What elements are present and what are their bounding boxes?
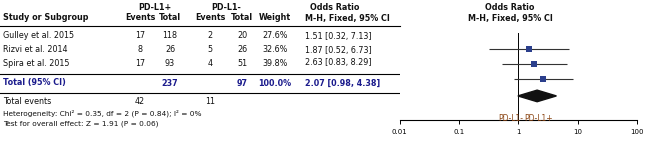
Text: 2.07 [0.98, 4.38]: 2.07 [0.98, 4.38]: [305, 78, 380, 87]
Text: 2: 2: [207, 31, 213, 40]
Text: 39.8%: 39.8%: [263, 58, 288, 68]
Text: 97: 97: [237, 78, 248, 87]
Text: Events: Events: [125, 13, 155, 22]
Text: 118: 118: [162, 31, 177, 40]
Text: Gulley et al. 2015: Gulley et al. 2015: [3, 31, 74, 40]
Text: Spira et al. 2015: Spira et al. 2015: [3, 58, 70, 68]
Text: Weight: Weight: [259, 13, 291, 22]
Text: Total (95% CI): Total (95% CI): [3, 78, 66, 87]
Text: 27.6%: 27.6%: [262, 31, 288, 40]
Text: 1.87 [0.52, 6.73]: 1.87 [0.52, 6.73]: [305, 46, 372, 55]
Text: Odds Ratio: Odds Ratio: [310, 3, 359, 12]
Text: 51: 51: [237, 58, 247, 68]
Text: 42: 42: [135, 97, 145, 106]
Text: 17: 17: [135, 58, 145, 68]
Text: Rizvi et al. 2014: Rizvi et al. 2014: [3, 46, 68, 55]
Text: 20: 20: [237, 31, 247, 40]
Text: PD-L1-: PD-L1-: [499, 114, 523, 123]
Text: Total: Total: [159, 13, 181, 22]
Polygon shape: [518, 90, 556, 102]
Text: PD-L1-: PD-L1-: [211, 3, 241, 12]
Text: 8: 8: [138, 46, 142, 55]
Text: PD-L1+: PD-L1+: [525, 114, 553, 123]
Text: 4: 4: [207, 58, 213, 68]
Text: Odds Ratio: Odds Ratio: [486, 3, 535, 12]
Text: Test for overall effect: Z = 1.91 (P = 0.06): Test for overall effect: Z = 1.91 (P = 0…: [3, 121, 159, 127]
Text: Total events: Total events: [3, 97, 51, 106]
Text: 17: 17: [135, 31, 145, 40]
Text: 1.51 [0.32, 7.13]: 1.51 [0.32, 7.13]: [305, 31, 372, 40]
Text: Heterogeneity: Chi² = 0.35, df = 2 (P = 0.84); I² = 0%: Heterogeneity: Chi² = 0.35, df = 2 (P = …: [3, 109, 202, 117]
Text: 26: 26: [237, 46, 247, 55]
Text: M-H, Fixed, 95% CI: M-H, Fixed, 95% CI: [467, 13, 552, 22]
Text: 100.0%: 100.0%: [259, 78, 292, 87]
Text: PD-L1+: PD-L1+: [138, 3, 172, 12]
Text: Events: Events: [195, 13, 225, 22]
Text: 237: 237: [162, 78, 178, 87]
Text: Study or Subgroup: Study or Subgroup: [3, 13, 88, 22]
Text: 93: 93: [165, 58, 175, 68]
Text: 32.6%: 32.6%: [263, 46, 288, 55]
Text: M-H, Fixed, 95% CI: M-H, Fixed, 95% CI: [305, 13, 390, 22]
Text: Total: Total: [231, 13, 253, 22]
Text: 5: 5: [207, 46, 213, 55]
Text: 11: 11: [205, 97, 215, 106]
Text: 26: 26: [165, 46, 175, 55]
Text: 2.63 [0.83, 8.29]: 2.63 [0.83, 8.29]: [305, 58, 372, 68]
